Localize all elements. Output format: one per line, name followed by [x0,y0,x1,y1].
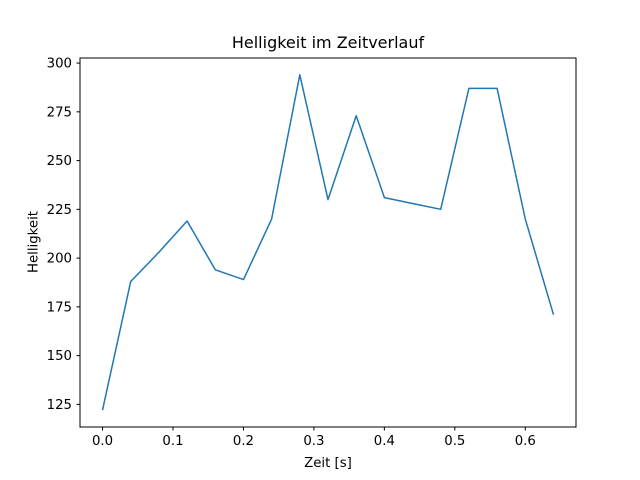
axes-frame [79,57,577,428]
data-line [101,74,555,411]
x-tick-label: 0.5 [444,434,465,449]
x-tick-label: 0.1 [162,434,183,449]
y-tick-label: 150 [47,349,72,364]
y-tick-label: 275 [47,105,72,120]
x-tick-label: 0.3 [303,434,324,449]
y-axis-label: Helligkeit [26,210,42,274]
y-tick-label: 250 [47,154,72,169]
x-tick-label: 0.0 [92,434,113,449]
y-tick-label: 200 [47,252,72,267]
x-tick-label: 0.2 [233,434,254,449]
y-tick-label: 175 [47,300,72,315]
x-tick-label: 0.4 [374,434,395,449]
y-tick-label: 300 [47,57,72,72]
x-tick-label: 0.6 [515,434,536,449]
x-axis-label: Zeit [s] [304,456,352,471]
chart-title: Helligkeit im Zeitverlauf [231,33,425,52]
y-tick-label: 125 [47,398,72,413]
y-tick-label: 225 [47,203,72,218]
